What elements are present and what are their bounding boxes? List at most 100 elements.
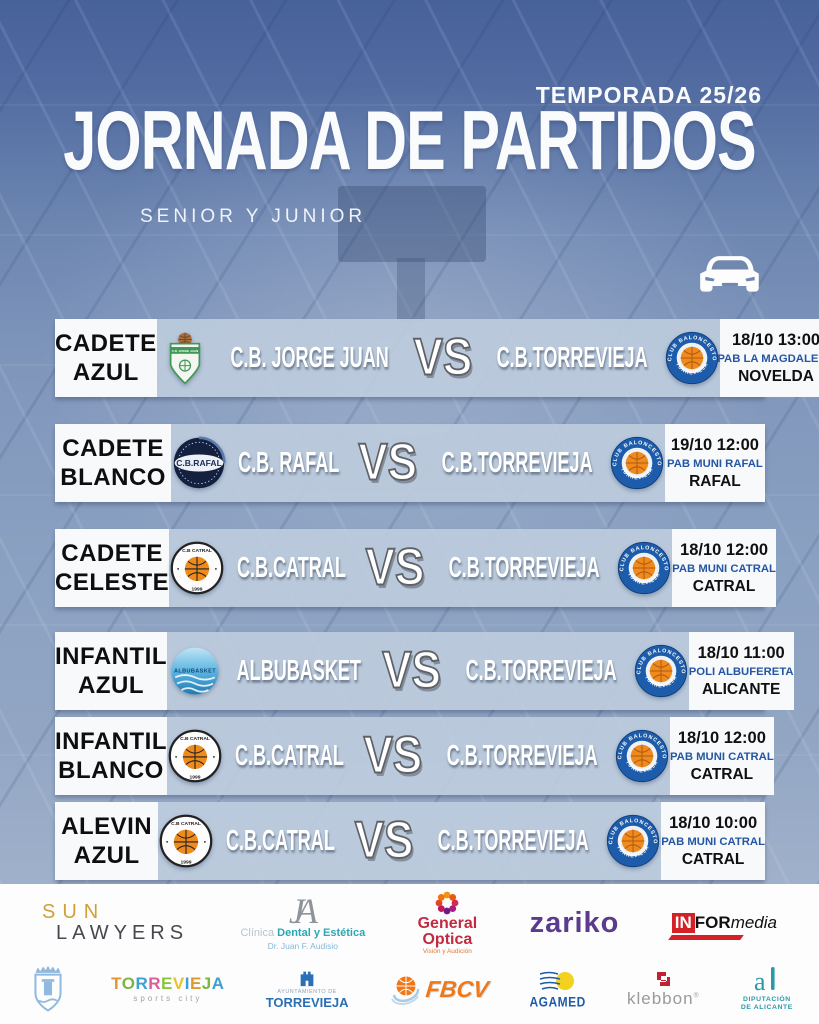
category-line1: ALEVIN: [61, 812, 153, 840]
away-team-logo-icon: CLUB BALONCESTO TORREVIEJA: [633, 642, 689, 700]
informedia-underline: [668, 934, 744, 940]
sponsor-sun-lawyers: SUN LAWYERS: [42, 902, 188, 944]
home-team-logo-icon: C.B CATRAL 1999: [158, 812, 214, 870]
general-optica-line1: General: [417, 915, 478, 933]
category-box: ALEVIN AZUL: [55, 802, 159, 880]
match-city: NOVELDA: [738, 367, 814, 385]
away-team-logo-icon: CLUB BALONCESTO TORREVIEJA: [605, 812, 661, 870]
home-team-name: C.B.CATRAL: [226, 824, 336, 857]
informedia-for: FOR: [694, 913, 731, 933]
home-team-name: ALBUBASKET: [236, 654, 361, 687]
match-city: RAFAL: [689, 472, 741, 490]
clinica-dental-doctor: Dr. Juan F. Audisio: [267, 941, 339, 951]
away-team-name: C.B.TORREVIEJA: [465, 654, 617, 687]
torrevieja-sports-tagline: sports city: [133, 993, 203, 1003]
match-band: C.B.RAFAL C.B. RAFAL VS C.B.TORREVIEJA C…: [171, 424, 665, 502]
vs-label: VS: [365, 538, 425, 598]
sponsor-torrevieja-sports-city: TORREVIEJA sports city: [111, 973, 225, 1003]
general-optica-tagline: Visión y Audición: [422, 948, 472, 956]
svg-text:1999: 1999: [190, 775, 201, 781]
home-team-logo-icon: C.B. JORGE JUAN: [157, 329, 213, 387]
vs-label: VS: [413, 328, 473, 388]
match-info-box: 19/10 12:00 PAB MUNI RAFAL RAFAL: [664, 424, 765, 502]
sponsor-clinica-dental: JA Clínica Dental y Estética Dr. Juan F.…: [240, 891, 366, 951]
match-row: CADETE AZUL C.B. JORGE JUAN C.B. JORGE J…: [55, 319, 819, 397]
sponsor-diputacion-alicante: a DIPUTACIÓN DE ALICANTE: [741, 966, 793, 1013]
match-info-box: 18/10 13:00 PAB LA MAGDALENA NOVELDA: [717, 319, 819, 397]
vs-label: VS: [363, 726, 423, 786]
season-label: TEMPORADA 25/26: [535, 82, 762, 108]
agamed-sun-waves-icon: [539, 971, 574, 990]
match-datetime: 18/10 12:00: [680, 540, 769, 559]
svg-text:C.B CATRAL: C.B CATRAL: [171, 821, 201, 827]
category-box: INFANTIL BLANCO: [55, 717, 167, 795]
clinica-word: Clínica: [240, 927, 275, 940]
match-venue: PAB LA MAGDALENA: [717, 352, 819, 365]
match-datetime: 18/10 11:00: [697, 643, 785, 662]
away-team-logo-icon: CLUB BALONCESTO TORREVIEJA: [614, 727, 670, 785]
match-venue: PAB MUNI RAFAL: [667, 457, 763, 470]
match-city: CATRAL: [681, 850, 745, 868]
svg-text:C.B. JORGE JUAN: C.B. JORGE JUAN: [171, 349, 197, 353]
category-line2: CELESTE: [55, 569, 170, 596]
zariko-wordmark: zariko: [529, 906, 620, 939]
match-band: C.B CATRAL 1999 C.B.CATRAL VS C.B.TORREV…: [167, 717, 670, 795]
home-team-name: C.B. RAFAL: [238, 446, 340, 479]
klebbon-trademark: ®: [693, 992, 700, 1000]
match-row: CADETE BLANCO C.B.RAFAL C.B. RAFAL VS C.…: [55, 424, 765, 502]
clinica-dental-monogram-icon: JA: [288, 891, 318, 932]
sun-lawyers-line2: LAWYERS: [56, 922, 189, 944]
match-datetime: 19/10 12:00: [670, 435, 759, 454]
poster-title: JORNADA DE PARTIDOS: [63, 93, 756, 187]
category-line1: CADETE: [62, 434, 164, 462]
klebbon-icon: [657, 972, 671, 987]
diputacion-monogram-icon: a: [754, 966, 775, 996]
general-optica-line2: Optica: [422, 931, 473, 949]
estetica-word: y Estética: [313, 927, 366, 940]
diputacion-line1: DIPUTACIÓN: [743, 995, 791, 1003]
informedia-media: media: [730, 913, 777, 933]
svg-text:C.B CATRAL: C.B CATRAL: [180, 736, 210, 742]
informedia-in-box: IN: [671, 913, 695, 933]
home-team-logo-icon: C.B.RAFAL: [171, 434, 227, 492]
category-box: CADETE CELESTE: [55, 529, 170, 607]
category-line2: BLANCO: [60, 464, 166, 491]
match-city: ALICANTE: [701, 680, 781, 698]
vs-label: VS: [358, 433, 418, 493]
away-team-name: C.B.TORREVIEJA: [446, 739, 598, 772]
match-row: INFANTIL AZUL ALBUBASKET ALBUBASKET VS C…: [55, 632, 794, 710]
match-info-box: 18/10 10:00 PAB MUNI CATRAL CATRAL: [661, 802, 765, 880]
sponsor-general-optica: General Optica Visión y Audición: [417, 890, 478, 956]
away-team-name: C.B.TORREVIEJA: [496, 341, 648, 374]
category-line1: INFANTIL: [55, 642, 167, 670]
home-team-name: C.B. JORGE JUAN: [230, 341, 389, 374]
away-team-name: C.B.TORREVIEJA: [448, 551, 600, 584]
category-line2: BLANCO: [58, 757, 164, 784]
away-team-name: C.B.TORREVIEJA: [441, 446, 593, 479]
match-city: CATRAL: [690, 765, 754, 783]
match-band: C.B. JORGE JUAN C.B. JORGE JUAN VS C.B.T…: [156, 319, 721, 397]
sponsor-agamed: AGAMED: [529, 970, 585, 1009]
category-line1: INFANTIL: [55, 727, 167, 755]
scoreboard-silhouette: [338, 186, 486, 262]
match-venue: PAB MUNI CATRAL: [669, 750, 774, 763]
match-info-box: 18/10 11:00 POLI ALBUFERETA ALICANTE: [688, 632, 794, 710]
agamed-wordmark: AGAMED: [529, 993, 586, 1010]
match-venue: POLI ALBUFERETA: [688, 665, 794, 678]
klebbon-text: klebbon: [626, 989, 694, 1009]
hoop-pole-silhouette: [397, 258, 425, 322]
match-list: CADETE AZUL C.B. JORGE JUAN C.B. JORGE J…: [55, 319, 819, 880]
away-team-logo-icon: CLUB BALONCESTO TORREVIEJA: [609, 434, 665, 492]
ayuntamiento-line2: TORREVIEJA: [265, 995, 349, 1011]
category-line1: CADETE: [55, 329, 157, 357]
sponsor-zariko: zariko: [529, 906, 620, 939]
match-datetime: 18/10 13:00: [731, 330, 819, 349]
category-line2: AZUL: [78, 672, 144, 699]
torrevieja-sports-wordmark: TORREVIEJA: [111, 973, 225, 993]
match-info-box: 18/10 12:00 PAB MUNI CATRAL CATRAL: [672, 529, 776, 607]
match-band: C.B CATRAL 1999 C.B.CATRAL VS C.B.TORREV…: [158, 802, 662, 880]
sponsor-fbcv: FBCV: [390, 973, 490, 1005]
away-team-logo-icon: CLUB BALONCESTO TORREVIEJA: [664, 329, 720, 387]
match-datetime: 18/10 10:00: [669, 813, 758, 832]
